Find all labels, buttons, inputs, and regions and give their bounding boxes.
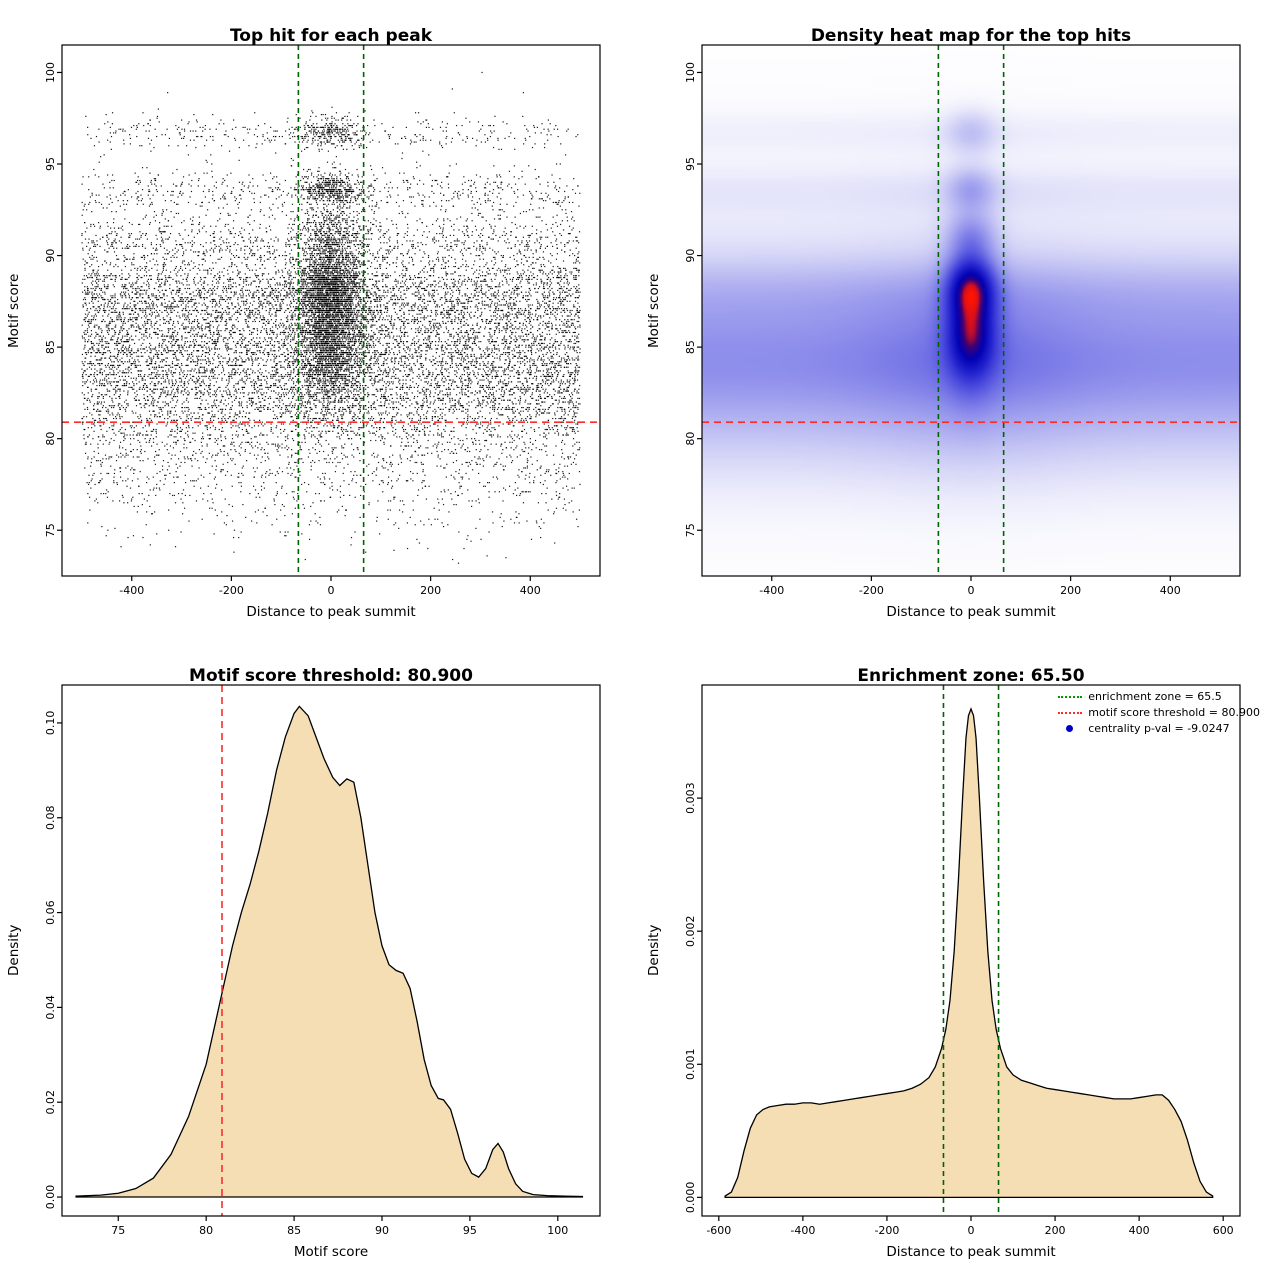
score-density-canvas	[0, 640, 640, 1280]
distance-density-canvas	[640, 640, 1280, 1280]
y-axis-label: Motif score	[646, 273, 662, 348]
green-dotted-line-icon	[1058, 695, 1083, 698]
blue-point-icon	[1066, 725, 1074, 732]
legend: enrichment zone = 65.5 motif score thres…	[1058, 690, 1260, 738]
heatmap-canvas	[640, 0, 1280, 640]
legend-item-score-threshold: motif score threshold = 80.900	[1058, 706, 1260, 719]
panel-distance-density: Enrichment zone: 65.50 Distance to peak …	[640, 640, 1280, 1280]
legend-item-enrichment-zone: enrichment zone = 65.5	[1058, 690, 1260, 703]
y-axis-label: Density	[646, 924, 662, 977]
panel-title: Motif score threshold: 80.900	[189, 666, 473, 687]
x-axis-label: Motif score	[293, 1244, 369, 1260]
x-axis-label: Distance to peak summit	[246, 604, 416, 620]
panel-title: Enrichment zone: 65.50	[857, 666, 1085, 687]
legend-label: motif score threshold = 80.900	[1088, 706, 1260, 719]
panel-title: Top hit for each peak	[229, 26, 433, 47]
legend-label: enrichment zone = 65.5	[1088, 690, 1222, 703]
panel-scatter-top-hits: Top hit for each peak Distance to peak s…	[0, 0, 640, 640]
x-axis-label: Distance to peak summit	[886, 1244, 1056, 1260]
panel-score-density: Motif score threshold: 80.900 Motif scor…	[0, 640, 640, 1280]
panel-density-heatmap: Density heat map for the top hits Distan…	[640, 0, 1280, 640]
y-axis-label: Motif score	[6, 273, 22, 348]
legend-item-centrality-pval: centrality p-val = -9.0247	[1058, 722, 1260, 735]
panel-title: Density heat map for the top hits	[810, 26, 1132, 47]
red-dotted-line-icon	[1058, 711, 1083, 714]
scatter-plot-canvas	[0, 0, 640, 640]
legend-label: centrality p-val = -9.0247	[1088, 722, 1230, 735]
x-axis-label: Distance to peak summit	[886, 604, 1056, 620]
y-axis-label: Density	[6, 924, 22, 977]
